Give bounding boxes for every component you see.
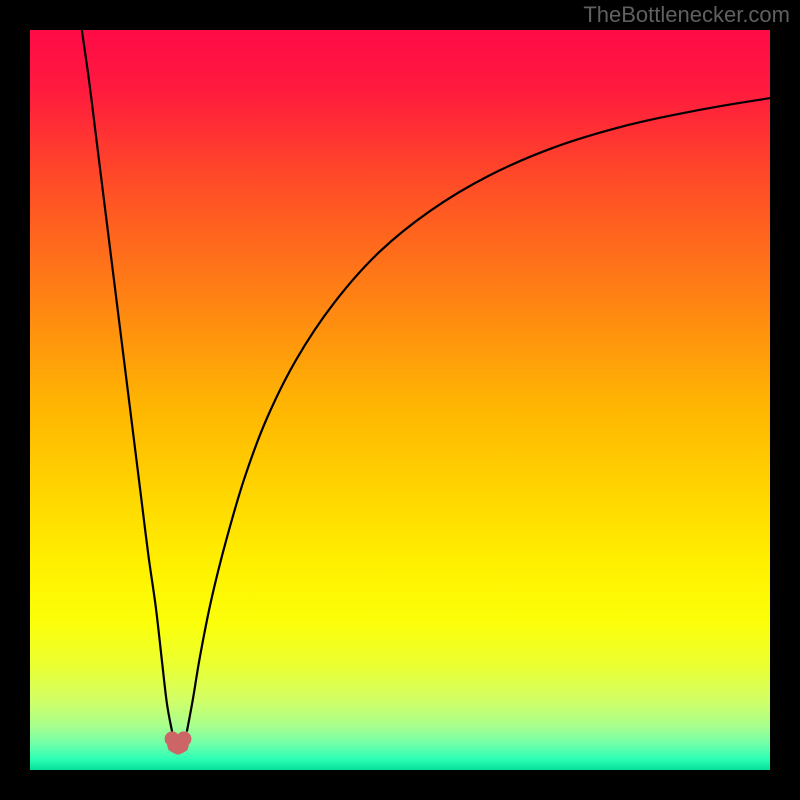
chart-root: TheBottlenecker.com — [0, 0, 800, 800]
watermark-text: TheBottlenecker.com — [583, 2, 790, 28]
minimum-marker-endpoint-right — [176, 731, 191, 746]
bottleneck-chart — [0, 0, 800, 800]
gradient-plot-area — [30, 30, 770, 770]
